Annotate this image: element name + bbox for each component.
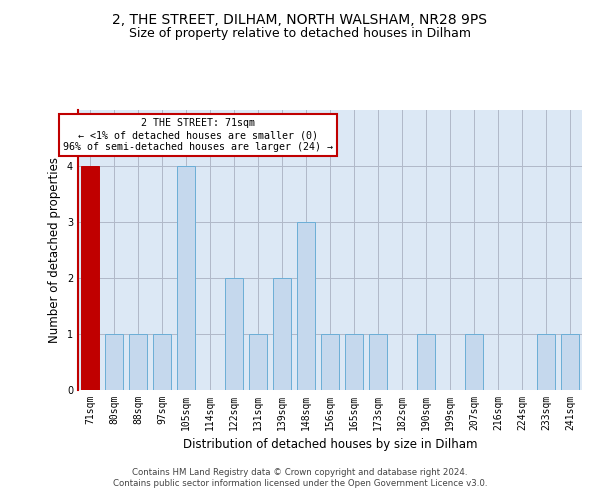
Bar [153,334,171,390]
Bar [561,334,579,390]
Bar [129,334,147,390]
Bar [537,334,555,390]
Bar [369,334,387,390]
Text: 2 THE STREET: 71sqm
← <1% of detached houses are smaller (0)
96% of semi-detache: 2 THE STREET: 71sqm ← <1% of detached ho… [63,118,333,152]
Bar [321,334,339,390]
Bar [345,334,363,390]
Text: Size of property relative to detached houses in Dilham: Size of property relative to detached ho… [129,28,471,40]
Bar [273,278,291,390]
Bar [177,166,195,390]
Y-axis label: Number of detached properties: Number of detached properties [49,157,61,343]
Bar [297,222,315,390]
X-axis label: Distribution of detached houses by size in Dilham: Distribution of detached houses by size … [183,438,477,452]
Text: 2, THE STREET, DILHAM, NORTH WALSHAM, NR28 9PS: 2, THE STREET, DILHAM, NORTH WALSHAM, NR… [113,12,487,26]
Text: Contains HM Land Registry data © Crown copyright and database right 2024.
Contai: Contains HM Land Registry data © Crown c… [113,468,487,487]
Bar [105,334,123,390]
Bar [225,278,243,390]
Bar [417,334,435,390]
Bar [249,334,267,390]
Bar [81,166,99,390]
Bar [465,334,483,390]
